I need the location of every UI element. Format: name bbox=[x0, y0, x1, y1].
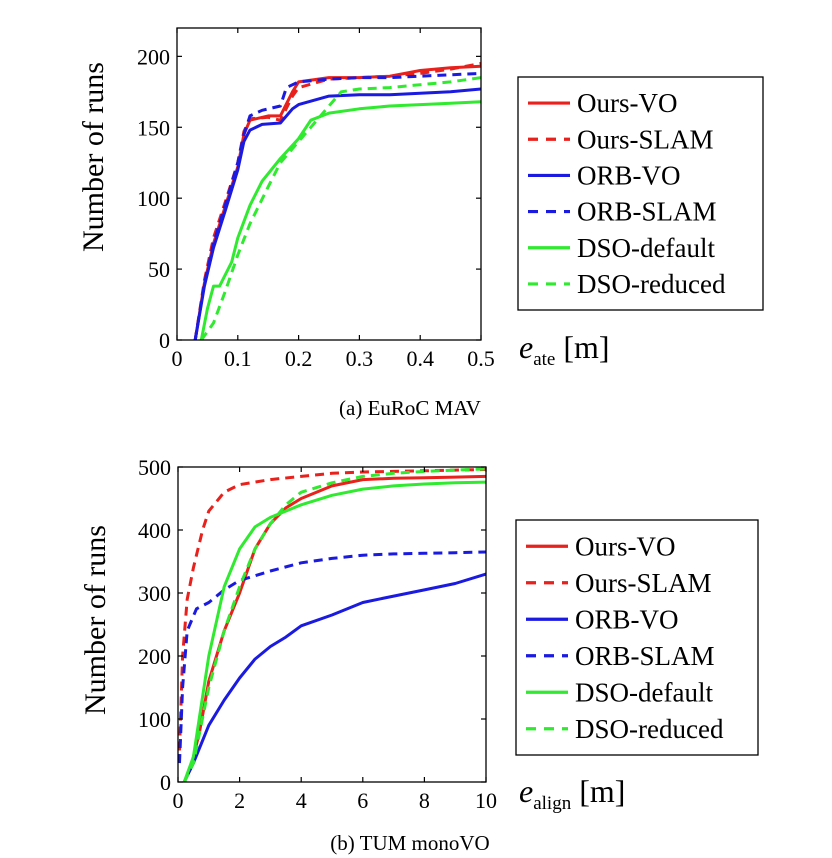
y-tick-label: 0 bbox=[159, 328, 170, 353]
legend-label-orb-vo: ORB-VO bbox=[575, 604, 679, 634]
legend: Ours-VO Ours-SLAM ORB-VO ORB-SLAM DSO-defaul… bbox=[515, 519, 759, 756]
y-tick-label: 300 bbox=[138, 581, 171, 606]
legend-label-orb-vo: ORB-VO bbox=[577, 160, 681, 190]
legend-label-ours-vo: Ours-VO bbox=[575, 531, 676, 561]
y-axis-label: Number of runs bbox=[77, 62, 110, 252]
x-axis-label-sub: ate bbox=[533, 349, 555, 370]
x-tick-label: 0.3 bbox=[346, 346, 374, 371]
y-axis-label: Number of runs bbox=[79, 525, 112, 715]
series-line-dso-reduced bbox=[200, 76, 481, 340]
legend-label-dso-default: DSO-default bbox=[575, 677, 713, 707]
series-line-orb-slam bbox=[193, 71, 481, 340]
legend-label-dso-reduced: DSO-reduced bbox=[577, 269, 726, 299]
x-tick-label: 8 bbox=[419, 788, 430, 813]
series-line-dso-default bbox=[182, 480, 486, 782]
series-line-ours-slam bbox=[193, 62, 481, 340]
legend-label-dso-reduced: DSO-reduced bbox=[575, 714, 724, 744]
x-tick-label: 0.1 bbox=[224, 346, 252, 371]
series-line-dso-reduced bbox=[182, 467, 486, 782]
y-tick-label: 200 bbox=[138, 644, 171, 669]
legend-label-orb-slam: ORB-SLAM bbox=[577, 197, 717, 227]
y-tick-label: 150 bbox=[137, 115, 170, 140]
x-axis-label-main: e bbox=[519, 773, 533, 809]
y-tick-label: 500 bbox=[138, 455, 171, 480]
legend-label-dso-default: DSO-default bbox=[577, 233, 715, 263]
y-tick-label: 0 bbox=[160, 770, 171, 795]
plot-frame bbox=[177, 466, 487, 783]
plot-frame bbox=[176, 27, 482, 341]
legend-label-orb-slam: ORB-SLAM bbox=[575, 641, 715, 671]
x-axis-label-unit: [m] bbox=[571, 773, 625, 809]
x-tick-label: 0 bbox=[173, 788, 184, 813]
series-line-orb-vo bbox=[193, 87, 481, 340]
x-axis-label-sub: align bbox=[533, 793, 571, 814]
x-tick-label: 4 bbox=[296, 788, 307, 813]
series-group bbox=[193, 62, 481, 340]
y-tick-label: 200 bbox=[137, 44, 170, 69]
x-tick-label: 6 bbox=[357, 788, 368, 813]
x-tick-label: 0.2 bbox=[285, 346, 313, 371]
y-tick-label: 100 bbox=[137, 186, 170, 211]
series-line-orb-vo bbox=[182, 572, 486, 782]
chart-caption: (a) EuRoC MAV bbox=[339, 396, 481, 420]
series-line-ours-vo bbox=[193, 64, 481, 340]
x-tick-label: 0.4 bbox=[406, 346, 434, 371]
x-tick-label: 10 bbox=[475, 788, 497, 813]
series-group bbox=[178, 467, 486, 782]
legend: Ours-VO Ours-SLAM ORB-VO ORB-SLAM DSO-defaul… bbox=[517, 76, 764, 311]
series-line-dso-default bbox=[199, 100, 481, 340]
legend-label-ours-slam: Ours-SLAM bbox=[575, 568, 712, 598]
x-tick-label: 0.5 bbox=[467, 346, 495, 371]
legend-box bbox=[517, 76, 764, 311]
x-axis-label-main: e bbox=[519, 329, 533, 365]
series-line-ours-vo bbox=[182, 474, 486, 782]
chart-caption: (b) TUM monoVO bbox=[330, 831, 489, 855]
y-tick-label: 100 bbox=[138, 707, 171, 732]
chart-panel-0: 0 0.1 0.2 0.3 0.4 0.5 0 50 100 150 200 Number of ru… bbox=[77, 27, 764, 420]
x-axis-label-unit: [m] bbox=[555, 329, 609, 365]
x-axis-label: eate [m] bbox=[519, 329, 610, 370]
x-axis-label: ealign [m] bbox=[519, 773, 625, 814]
x-tick-label: 0 bbox=[172, 346, 183, 371]
legend-label-ours-slam: Ours-SLAM bbox=[577, 124, 714, 154]
series-line-ours-slam bbox=[178, 468, 486, 751]
y-tick-label: 50 bbox=[148, 257, 170, 282]
x-tick-label: 2 bbox=[234, 788, 245, 813]
legend-box bbox=[515, 519, 759, 756]
series-line-orb-slam bbox=[178, 550, 486, 764]
y-tick-label: 400 bbox=[138, 518, 171, 543]
legend-label-ours-vo: Ours-VO bbox=[577, 88, 678, 118]
